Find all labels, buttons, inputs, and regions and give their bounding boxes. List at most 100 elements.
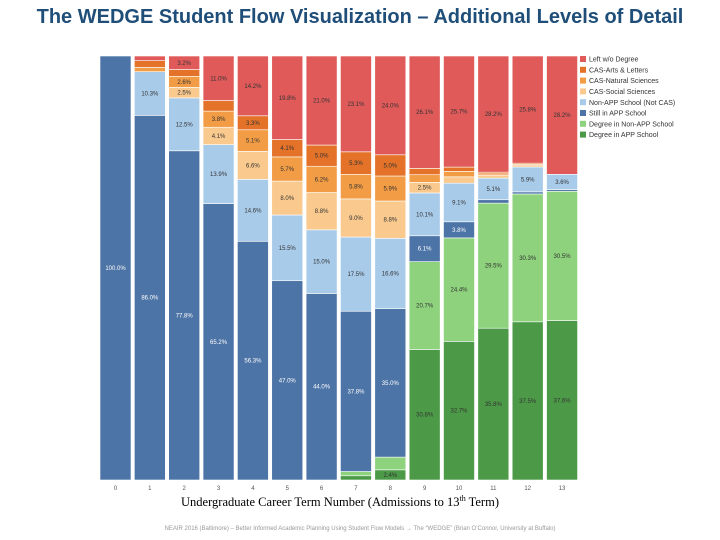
x-tick-label: 7 <box>354 486 358 492</box>
data-label: 20.7% <box>416 304 434 310</box>
bar-segment <box>374 456 407 471</box>
data-label: 25.7% <box>450 110 468 116</box>
footer-citation: NEAIR 2016 (Baltimore) – Better Informed… <box>164 526 556 532</box>
bar-segment <box>443 166 475 172</box>
bar-segment <box>340 471 372 477</box>
data-label: 8.8% <box>383 218 397 224</box>
bar-segment <box>443 171 475 178</box>
bar-segment <box>511 321 544 481</box>
data-label: 9.0% <box>349 216 363 222</box>
data-label: 24.0% <box>382 103 400 109</box>
data-label: 4.1% <box>280 146 294 152</box>
bar-segment <box>305 192 338 231</box>
data-label: 17.5% <box>347 272 365 278</box>
legend-swatch <box>580 56 586 62</box>
bar-segment <box>546 320 578 481</box>
x-axis-title: Undergraduate Career Term Number (Admiss… <box>181 494 499 510</box>
data-label: 8.0% <box>280 196 294 202</box>
bar-segment <box>511 191 544 195</box>
bar-segment <box>443 182 475 223</box>
bar-segment <box>134 55 166 61</box>
data-label: 5.0% <box>315 154 329 160</box>
data-label: 25.8% <box>519 108 537 114</box>
bar-segment <box>408 261 441 350</box>
bar-segment <box>374 238 407 310</box>
legend-label: Non-APP School (Not CAS) <box>589 100 675 107</box>
data-label: 3.8% <box>452 228 466 234</box>
data-label: 13.9% <box>210 172 228 178</box>
data-label: 26.1% <box>416 110 434 116</box>
bar-segment <box>168 150 200 481</box>
x-tick-label: 12 <box>524 486 531 492</box>
x-tick-label: 9 <box>423 486 427 492</box>
bar-segment <box>134 67 166 72</box>
x-tick-label: 11 <box>490 486 497 492</box>
data-label: 2.5% <box>418 186 432 192</box>
bar-segment <box>271 180 304 216</box>
data-label: 5.0% <box>383 163 397 169</box>
bar-segment <box>443 237 475 342</box>
legend-label: CAS-Social Sciences <box>589 89 656 96</box>
data-label: 5.7% <box>280 167 294 173</box>
data-label: 37.8% <box>347 389 365 395</box>
bar-segment <box>408 55 441 169</box>
bar-segment <box>305 293 338 481</box>
data-label: 10.1% <box>416 212 434 218</box>
data-label: 9.1% <box>452 200 466 206</box>
data-label: 14.2% <box>244 84 262 90</box>
legend-swatch <box>580 66 586 73</box>
bar-segment <box>511 55 544 164</box>
legend-label: CAS-Natural Sciences <box>589 78 659 85</box>
bar-segment <box>340 173 372 200</box>
bar-segment <box>305 55 338 146</box>
data-label: 5.9% <box>521 177 535 183</box>
data-label: 86.0% <box>141 296 159 302</box>
bar-segment <box>237 151 269 180</box>
bar-segment <box>477 175 510 179</box>
data-label: 2.5% <box>177 91 191 97</box>
legend-swatch <box>580 110 586 116</box>
bar-segment <box>340 475 372 481</box>
x-tick-label: 10 <box>456 486 463 492</box>
data-label: 30.8% <box>416 413 434 419</box>
data-label: 2.4% <box>383 473 397 479</box>
bar-segment <box>408 174 441 183</box>
legend-label: Degree in Non-APP School <box>589 121 674 128</box>
data-label: 5.9% <box>383 187 397 193</box>
bar-segment <box>408 192 441 237</box>
bar-segment <box>271 214 304 282</box>
data-label: 4.1% <box>212 134 226 140</box>
bar-segment <box>237 55 269 117</box>
x-tick-label: 3 <box>217 486 221 492</box>
bar-segment <box>134 71 166 116</box>
data-label: 32.7% <box>450 409 468 415</box>
bar-segment <box>168 69 200 77</box>
bar-segment <box>546 55 578 175</box>
bar-segment <box>477 327 510 481</box>
bar-segment <box>237 240 269 481</box>
data-label: 56.3% <box>244 359 262 365</box>
data-label: 5.3% <box>349 161 363 167</box>
x-tick-label: 8 <box>389 486 393 492</box>
data-label: 14.6% <box>244 208 262 214</box>
data-label: 8.8% <box>315 209 329 215</box>
x-tick-label: 6 <box>320 486 324 492</box>
data-label: 28.2% <box>554 113 572 119</box>
data-label: 5.1% <box>246 139 260 145</box>
legend-swatch <box>580 77 586 84</box>
bar-segment <box>477 202 510 329</box>
bar-segment <box>340 55 372 153</box>
x-tick-label: 0 <box>114 486 118 492</box>
bar-segment <box>408 168 441 176</box>
bar-segment <box>443 55 475 168</box>
x-tick-label: 5 <box>286 486 290 492</box>
data-label: 44.0% <box>313 385 331 391</box>
data-label: 37.6% <box>554 398 572 404</box>
data-label: 47.0% <box>279 378 297 384</box>
bar-segment <box>134 115 166 481</box>
x-tick-label: 2 <box>183 486 187 492</box>
data-label: 5.8% <box>349 185 363 191</box>
x-tick-label: 1 <box>148 486 152 492</box>
data-label: 6.6% <box>246 163 260 169</box>
data-label: 16.6% <box>382 272 400 278</box>
